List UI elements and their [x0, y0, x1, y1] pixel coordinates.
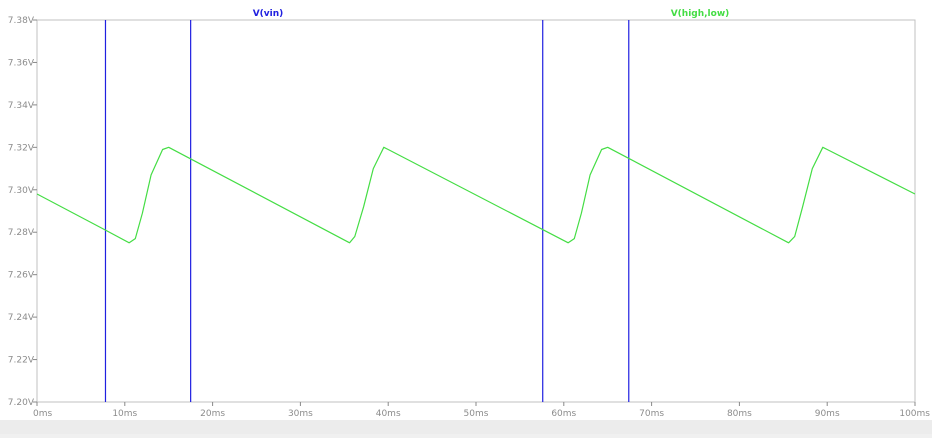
- y-tick-label: 7.24V: [8, 313, 35, 323]
- x-tick-label: 90ms: [815, 409, 840, 419]
- x-tick-label: 60ms: [551, 409, 576, 419]
- x-tick-label: 10ms: [112, 409, 137, 419]
- series-line-v-high-low: [37, 146, 915, 244]
- x-axis: 0ms 10ms 20ms 30ms 40ms 50ms 60ms 70ms 80ms 90ms 1…: [33, 402, 930, 419]
- y-tick-label: 7.30V: [8, 186, 35, 196]
- y-tick-label: 7.28V: [8, 228, 35, 238]
- x-tick-label: 50ms: [464, 409, 489, 419]
- x-tick-label: 0ms: [33, 409, 52, 419]
- x-tick-label: 40ms: [376, 409, 401, 419]
- x-tick-label: 70ms: [639, 409, 664, 419]
- y-tick-label: 7.34V: [8, 101, 35, 111]
- x-tick-label: 100ms: [899, 409, 930, 419]
- legend: V(vin) V(high,low): [253, 9, 730, 19]
- y-tick-label: 7.38V: [8, 16, 35, 26]
- y-tick-label: 7.26V: [8, 271, 35, 281]
- x-tick-label: 80ms: [727, 409, 752, 419]
- x-tick-label: 20ms: [200, 409, 225, 419]
- status-strip: [0, 420, 932, 434]
- legend-entry[interactable]: V(vin): [253, 9, 284, 19]
- x-tick-label: 30ms: [288, 409, 313, 419]
- y-axis: 7.20V 7.22V 7.24V 7.26V 7.28V 7.30V 7.32V 7.34V…: [8, 16, 37, 408]
- y-tick-label: 7.36V: [8, 58, 35, 68]
- plot-area[interactable]: [36, 19, 916, 403]
- legend-entry[interactable]: V(high,low): [671, 9, 730, 19]
- y-tick-label: 7.20V: [8, 398, 35, 408]
- y-tick-label: 7.32V: [8, 143, 35, 153]
- y-tick-label: 7.22V: [8, 356, 35, 366]
- series-layer: [37, 20, 915, 402]
